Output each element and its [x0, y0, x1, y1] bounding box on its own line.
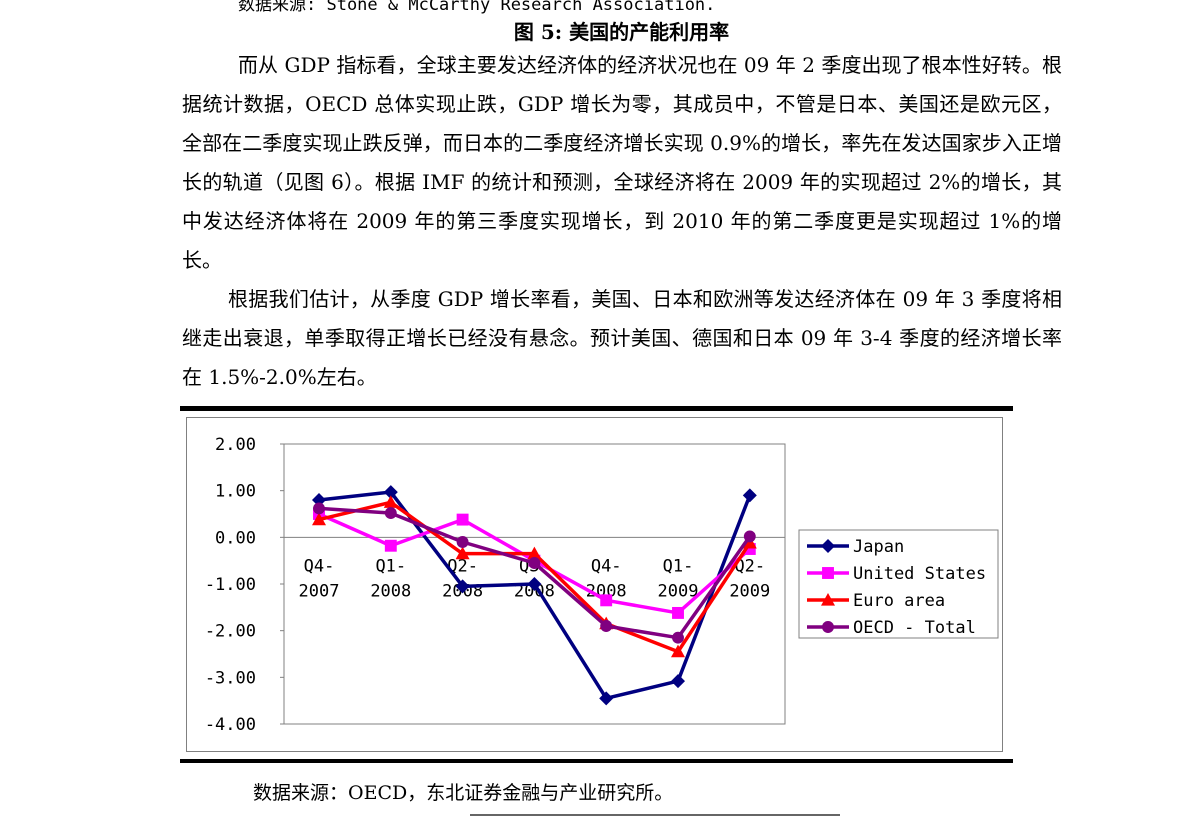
y-tick-label: -1.00 [205, 575, 256, 595]
x-tick-label: 2009 [658, 581, 699, 601]
x-tick-label: Q2- [447, 556, 478, 576]
chart-bottom-rule [180, 759, 1013, 763]
data-point [672, 606, 684, 619]
legend-label: Japan [853, 537, 904, 557]
body-paragraph-1: 而从 GDP 指标看，全球主要发达经济体的经济状况也在 09 年 2 季度出现了… [182, 53, 1062, 272]
body-paragraph-2: 根据我们估计，从季度 GDP 增长率看，美国、日本和欧洲等发达经济体在 09 年… [182, 287, 1062, 389]
data-point [527, 577, 542, 591]
data-point [671, 644, 685, 658]
x-tick-label: 2008 [370, 581, 411, 601]
chart-source-note: 数据来源：OECD，东北证券金融与产业研究所。 [253, 782, 674, 804]
data-point [600, 594, 613, 607]
data-point [742, 488, 757, 503]
data-point [383, 485, 398, 500]
gdp-growth-chart: 2.00 1.00 0.00 -1.00 -2.00 -3.00 -4.00 Q4- 2007 Q… [205, 435, 999, 735]
data-point [384, 507, 397, 520]
data-point [384, 539, 397, 552]
x-tick-label: Q1- [375, 556, 406, 576]
legend-marker [822, 567, 834, 579]
data-point [312, 493, 326, 507]
x-tick-label: Q2- [734, 556, 765, 576]
y-tick-label: -2.00 [205, 622, 256, 642]
data-point [527, 546, 542, 560]
legend-marker [822, 621, 834, 633]
chart-top-rule [180, 406, 1013, 411]
data-point [599, 691, 614, 706]
data-point [313, 502, 325, 515]
legend-marker [821, 539, 835, 553]
legend-label: Euro area [853, 591, 945, 611]
x-tick-label: 2008 [514, 581, 555, 601]
data-point [672, 631, 684, 644]
y-tick-label: -4.00 [205, 715, 256, 735]
previous-figure-source: 数据来源: Stone & McCarthy Research Associat… [238, 0, 716, 15]
y-tick-label: -3.00 [205, 668, 256, 688]
data-point [600, 620, 613, 632]
data-point [456, 536, 469, 548]
legend-label: United States [853, 564, 986, 584]
y-tick-label: 1.00 [215, 482, 256, 502]
data-point [743, 543, 756, 555]
data-point [743, 530, 756, 543]
y-tick-label: 0.00 [215, 528, 256, 548]
x-tick-label: 2007 [299, 581, 340, 601]
y-tick-label: 2.00 [215, 435, 256, 455]
x-tick-label: Q4- [591, 556, 622, 576]
data-point [671, 674, 685, 689]
legend-marker [821, 593, 835, 606]
data-point [312, 512, 326, 526]
next-figure-title-cut [470, 814, 840, 819]
x-tick-label: Q1- [663, 556, 694, 576]
chart-frame [186, 417, 1003, 752]
x-tick-label: Q4- [304, 556, 335, 576]
x-tick-label: 2009 [729, 581, 770, 601]
figure-title: 图 5: 美国的产能利用率 [513, 20, 730, 44]
legend-label: OECD - Total [853, 618, 976, 638]
data-point [456, 513, 469, 526]
data-point [383, 495, 398, 508]
data-point [528, 557, 541, 569]
data-point [455, 579, 470, 594]
data-point [455, 546, 470, 560]
